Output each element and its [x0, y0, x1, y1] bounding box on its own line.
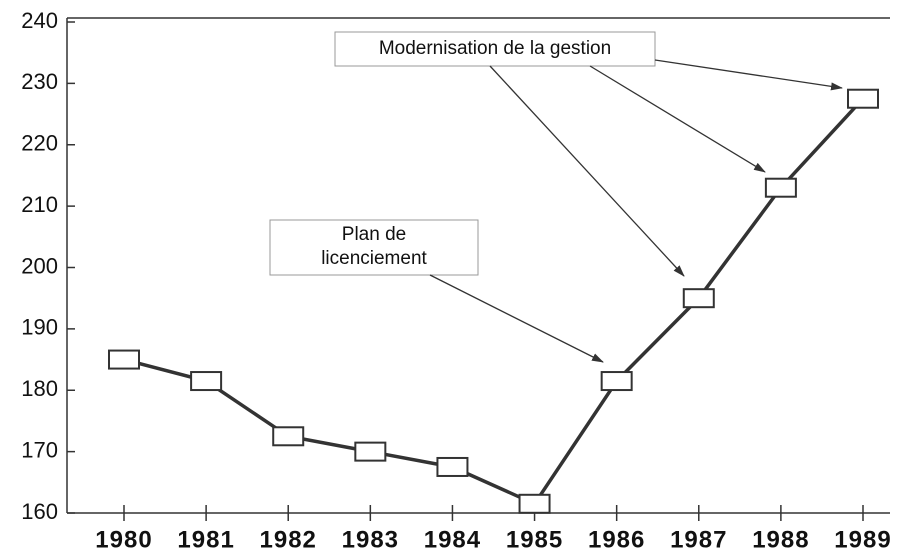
- y-tick-label: 220: [21, 131, 58, 156]
- x-tick-label: 1985: [506, 526, 563, 552]
- y-tick-label: 190: [21, 315, 58, 340]
- annotation: licenciement: [321, 248, 427, 269]
- y-tick-label: 230: [21, 69, 58, 94]
- x-tick-label: 1989: [834, 526, 891, 552]
- x-tick-label: 1982: [260, 526, 317, 552]
- y-tick-label: 210: [21, 192, 58, 217]
- y-tick-label: 160: [21, 499, 58, 524]
- arrow: [489, 65, 685, 277]
- x-tick-label: 1987: [670, 526, 727, 552]
- annotation: Plan de: [342, 224, 406, 245]
- point-marker: [682, 288, 715, 309]
- point-marker: [436, 456, 469, 477]
- y-tick-label: 200: [21, 253, 58, 278]
- point-marker: [354, 441, 387, 462]
- point-marker: [108, 349, 140, 370]
- y-tick-label: 240: [21, 8, 58, 33]
- point-marker: [600, 371, 633, 392]
- arrow: [654, 59, 843, 91]
- x-tick-label: 1984: [424, 526, 481, 552]
- annotation-box: [269, 219, 479, 276]
- x-tick-label: 1981: [177, 526, 234, 552]
- x-tick-label: 1980: [95, 526, 152, 552]
- annotation: Modernisation de la gestion: [379, 38, 611, 59]
- x-tick-label: 1983: [342, 526, 399, 552]
- point-marker: [190, 371, 223, 392]
- y-tick-label: 180: [21, 376, 58, 401]
- annotation-arrows: [429, 59, 843, 363]
- x-tick-label: 1988: [752, 526, 809, 552]
- point-marker: [764, 177, 797, 198]
- series-line: [123, 97, 865, 506]
- arrow: [589, 65, 766, 173]
- point-marker: [518, 493, 551, 514]
- arrow: [429, 274, 604, 363]
- x-tick-label: 1986: [588, 526, 645, 552]
- annotation-box: [334, 31, 656, 67]
- y-tick-label: 170: [21, 437, 58, 462]
- point-marker: [847, 88, 879, 109]
- point-marker: [272, 426, 305, 447]
